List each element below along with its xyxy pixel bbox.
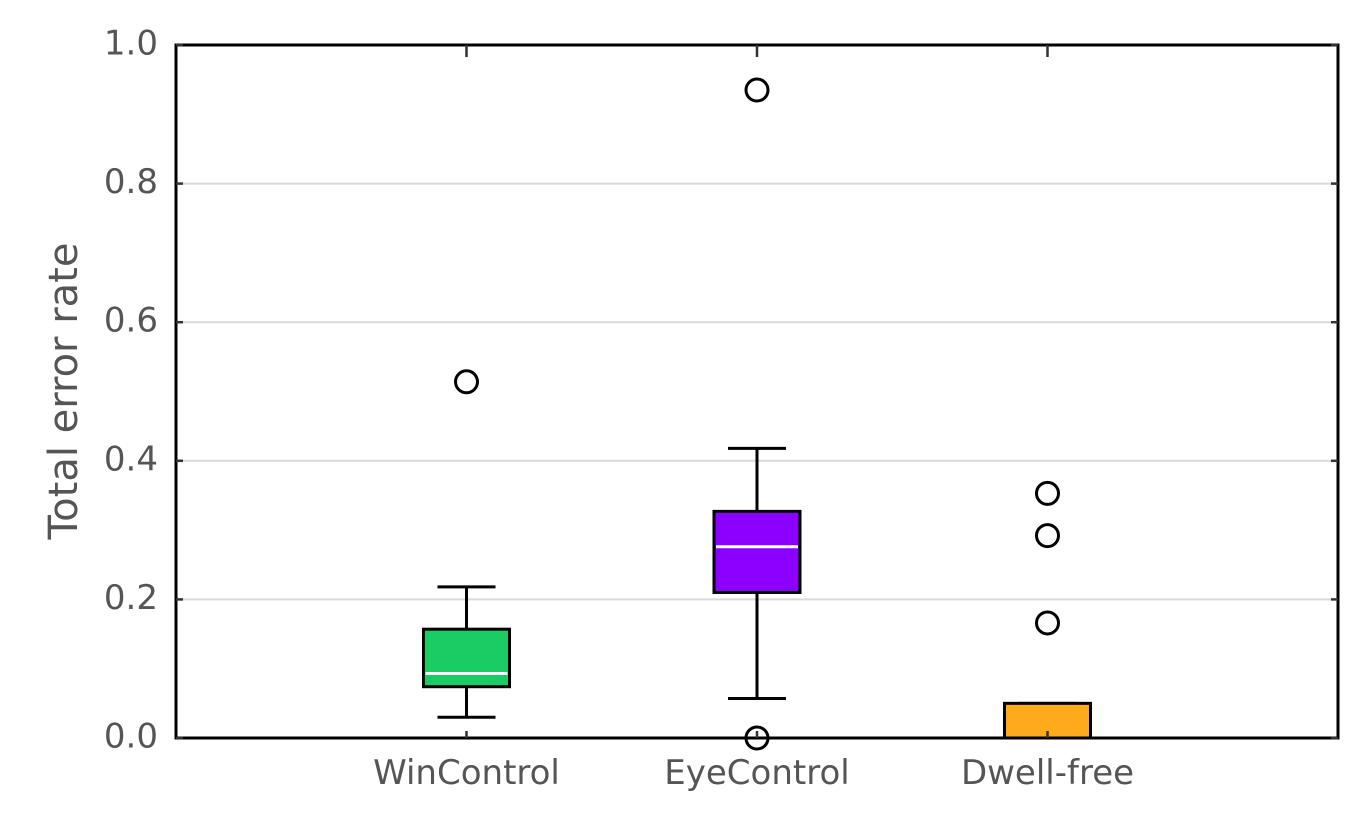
outlier-point <box>454 369 479 395</box>
x-tick-label: WinControl <box>373 753 560 793</box>
y-axis-label-group: Total error rate <box>41 243 87 541</box>
y-tick-label: 0.4 <box>104 439 158 479</box>
y-tick-label: 0.2 <box>104 578 158 618</box>
boxes <box>422 77 1092 751</box>
outlier-point <box>744 77 770 103</box>
y-tick-label: 0.8 <box>104 162 158 202</box>
outlier-point <box>1035 523 1060 549</box>
y-tick-label: 0.6 <box>104 301 158 341</box>
axis-ticks: 0.0 0.2 0.4 0.6 0.8 1.0 WinControl EyeControl Dw… <box>104 24 1338 793</box>
x-tick-label: EyeControl <box>664 753 849 793</box>
outlier-point <box>1035 480 1060 506</box>
y-tick-label: 0.0 <box>104 717 158 757</box>
box-group-wincontrol <box>422 369 511 719</box>
outlier-point <box>1035 610 1060 636</box>
x-tick-label: Dwell-free <box>961 753 1134 793</box>
y-tick-label: 1.0 <box>104 24 158 64</box>
box-group-dwell-free <box>1003 480 1092 740</box>
box-iqr <box>1003 701 1092 740</box>
box-iqr <box>422 627 511 689</box>
y-axis-label: Total error rate <box>41 243 87 541</box>
box-iqr <box>712 509 802 594</box>
box-group-eyecontrol <box>712 77 802 751</box>
